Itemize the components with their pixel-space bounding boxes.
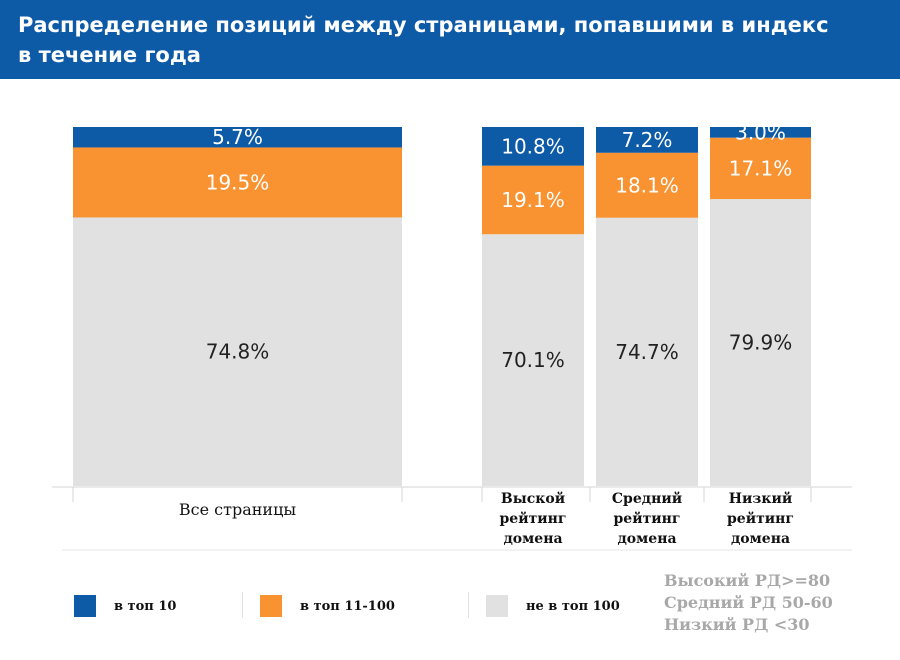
legend-item-top10: в топ 10 bbox=[74, 594, 176, 618]
bar-segment-top11-100-all-pages bbox=[73, 147, 402, 218]
category-label-medium-rating: домена bbox=[617, 531, 676, 547]
bar-segment-top11-100-low-rating bbox=[710, 137, 811, 200]
legend-swatch-top10 bbox=[74, 595, 96, 617]
bar-segment-not-top100-low-rating bbox=[710, 199, 811, 486]
category-label-medium-rating: Средний bbox=[612, 490, 682, 507]
segment-labels-group: 5.7% 19.5% 74.8% 10.8% 19.1% 70.1% 7.2% 18.1% 74… bbox=[206, 120, 793, 372]
legend-label-not-top100: не в топ 100 bbox=[526, 598, 620, 614]
title-line-2: в течение года bbox=[18, 43, 201, 67]
category-label-low-rating: рейтинг bbox=[727, 510, 794, 527]
title-line-1: Распределение позиций между страницами, … bbox=[18, 13, 829, 37]
category-label-high-rating: рейтинг bbox=[500, 510, 567, 527]
category-label-high-rating: домена bbox=[503, 531, 562, 547]
legend-swatch-top11-100 bbox=[260, 595, 282, 617]
data-label-top11-100-all-pages: 19.5% bbox=[206, 170, 270, 194]
data-label-top11-100-low-rating: 17.1% bbox=[729, 156, 793, 180]
data-label-top10-low-rating: 3.0% bbox=[735, 120, 786, 144]
bar-segment-top10-low-rating bbox=[710, 127, 811, 138]
note-medium-rating: Средний РД 50-60 bbox=[664, 593, 833, 612]
domain-rating-notes: Высокий РД>=80 Средний РД 50-60 Низкий Р… bbox=[664, 570, 833, 636]
stacked-bar-chart: 5.7% 19.5% 74.8% 10.8% 19.1% 70.1% 7.2% 18.1% 74… bbox=[52, 120, 852, 551]
note-low-rating: Низкий РД <30 bbox=[664, 615, 810, 634]
legend-divider bbox=[242, 592, 243, 618]
bar-segment-top10-all-pages bbox=[73, 127, 402, 148]
bar-segment-top10-high-rating bbox=[482, 127, 584, 166]
bar-segment-not-top100-high-rating bbox=[482, 234, 584, 486]
data-label-top11-100-medium-rating: 18.1% bbox=[615, 173, 679, 197]
legend-item-not-top100: не в топ 100 bbox=[486, 594, 620, 618]
note-high-rating: Высокий РД>=80 bbox=[664, 571, 831, 590]
category-label-low-rating: Низкий bbox=[729, 490, 792, 507]
data-label-not-top100-low-rating: 79.9% bbox=[729, 331, 793, 355]
category-label-low-rating: домена bbox=[731, 531, 790, 547]
bar-segment-top10-medium-rating bbox=[596, 127, 698, 153]
chart-title: Распределение позиций между страницами, … bbox=[18, 10, 878, 70]
category-label-high-rating: Выской bbox=[501, 490, 565, 507]
data-label-not-top100-high-rating: 70.1% bbox=[501, 348, 565, 372]
category-axis: Все страницы Выской рейтинг домена Средний ре… bbox=[52, 486, 852, 551]
bar-segment-top11-100-medium-rating bbox=[596, 152, 698, 218]
legend-item-top11-100: в топ 11-100 bbox=[260, 594, 395, 618]
bar-segment-top11-100-high-rating bbox=[482, 165, 584, 235]
header-banner: Распределение позиций между страницами, … bbox=[0, 0, 900, 79]
bars-group bbox=[73, 127, 811, 486]
data-label-not-top100-all-pages: 74.8% bbox=[206, 340, 270, 364]
legend-swatch-not-top100 bbox=[486, 595, 508, 617]
data-label-top10-medium-rating: 7.2% bbox=[622, 128, 673, 152]
data-label-not-top100-medium-rating: 74.7% bbox=[615, 340, 679, 364]
legend-label-top11-100: в топ 11-100 bbox=[300, 598, 395, 614]
category-label-all-pages: Все страницы bbox=[179, 500, 296, 519]
bar-segment-not-top100-medium-rating bbox=[596, 217, 698, 486]
data-label-top10-all-pages: 5.7% bbox=[212, 125, 263, 149]
data-label-top10-high-rating: 10.8% bbox=[501, 134, 565, 158]
category-label-medium-rating: рейтинг bbox=[614, 510, 681, 527]
legend-label-top10: в топ 10 bbox=[114, 598, 177, 614]
data-label-top11-100-high-rating: 19.1% bbox=[501, 188, 565, 212]
legend-divider bbox=[468, 592, 469, 618]
bar-segment-not-top100-all-pages bbox=[73, 217, 402, 486]
